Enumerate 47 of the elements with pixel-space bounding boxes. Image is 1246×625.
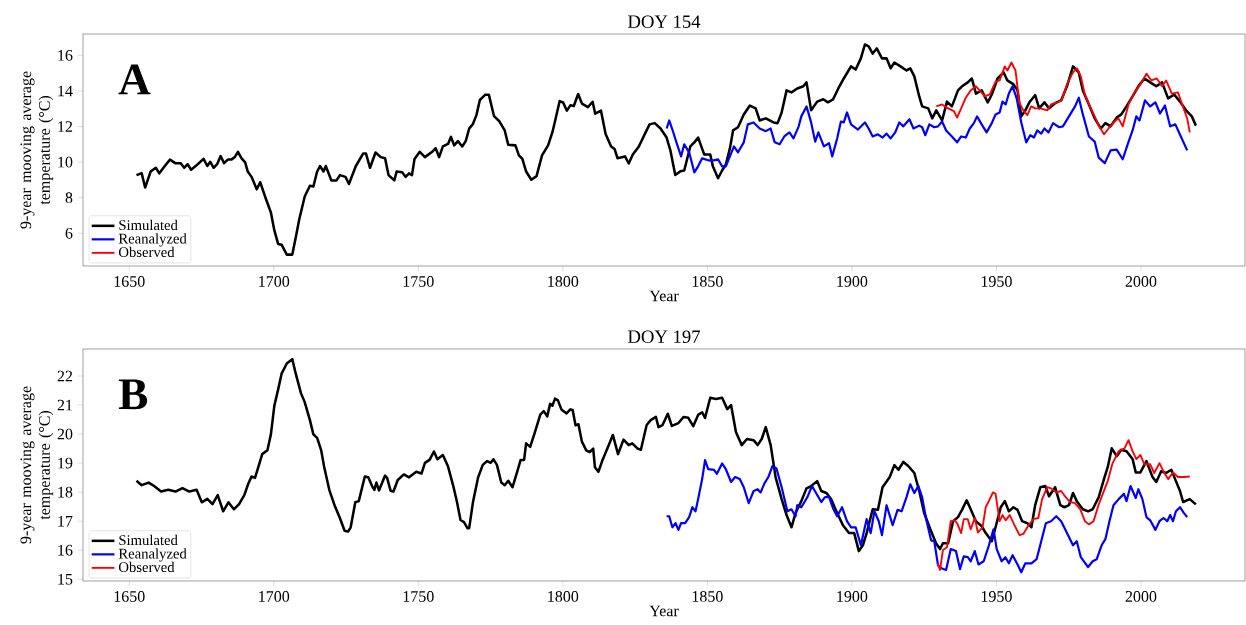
x-tick-label: 1700: [259, 276, 290, 287]
y-tick-label: 16: [58, 49, 73, 61]
legend-label: Reanalyzed: [118, 548, 187, 562]
x-tick-label: 1750: [403, 591, 434, 602]
x-tick-label: 1850: [692, 591, 723, 602]
y-tick-label: 6: [65, 227, 73, 239]
legend-label: Observed: [118, 561, 175, 573]
y-tick-label: 15: [58, 573, 73, 585]
legend-label: Simulated: [119, 219, 178, 231]
legend-label: Simulated: [119, 534, 178, 546]
x-tick-label: 1800: [548, 591, 579, 602]
y-axis-title: 9-year mooving average temperature (°C): [20, 71, 54, 229]
annotation: B: [118, 379, 148, 410]
x-tick-label: 1650: [114, 276, 145, 287]
line-series: [935, 61, 1191, 136]
x-tick-label: 1950: [981, 276, 1012, 287]
y-tick-label: 14: [58, 85, 73, 97]
y-tick-label: 10: [58, 156, 73, 168]
x-tick-label: 1800: [548, 276, 579, 287]
x-tick-label: 1750: [403, 276, 434, 287]
line-series: [936, 439, 1191, 571]
chart-title: DOY 154: [627, 15, 701, 28]
x-axis-title: Year: [649, 290, 679, 302]
x-axis-title: Year: [649, 605, 679, 617]
y-tick-label: 17: [58, 515, 73, 527]
x-tick-label: 1900: [837, 276, 868, 287]
y-tick-label: 12: [58, 121, 73, 132]
y-tick-label: 18: [58, 486, 73, 498]
line-series: [665, 459, 1189, 574]
chart-title: DOY 197: [627, 330, 701, 343]
x-tick-label: 2000: [1125, 276, 1157, 287]
x-tick-label: 1650: [114, 591, 145, 602]
y-tick-label: 21: [57, 399, 72, 411]
y-tick-label: 19: [58, 457, 73, 469]
legend-label: Observed: [118, 246, 175, 258]
y-tick-label: 16: [58, 544, 73, 556]
y-tick-label: 20: [57, 428, 73, 440]
y-axis-title: 9-year mooving average temperature (°C): [20, 386, 54, 544]
legend-label: Reanalyzed: [118, 233, 187, 247]
x-tick-label: 1700: [259, 591, 290, 602]
x-tick-label: 2000: [1125, 591, 1157, 602]
x-tick-label: 1850: [692, 276, 723, 287]
x-tick-label: 1900: [837, 591, 868, 602]
x-tick-label: 1950: [981, 591, 1012, 602]
annotation: A: [118, 64, 151, 95]
y-tick-label: 8: [65, 192, 73, 204]
y-tick-label: 22: [57, 370, 73, 382]
